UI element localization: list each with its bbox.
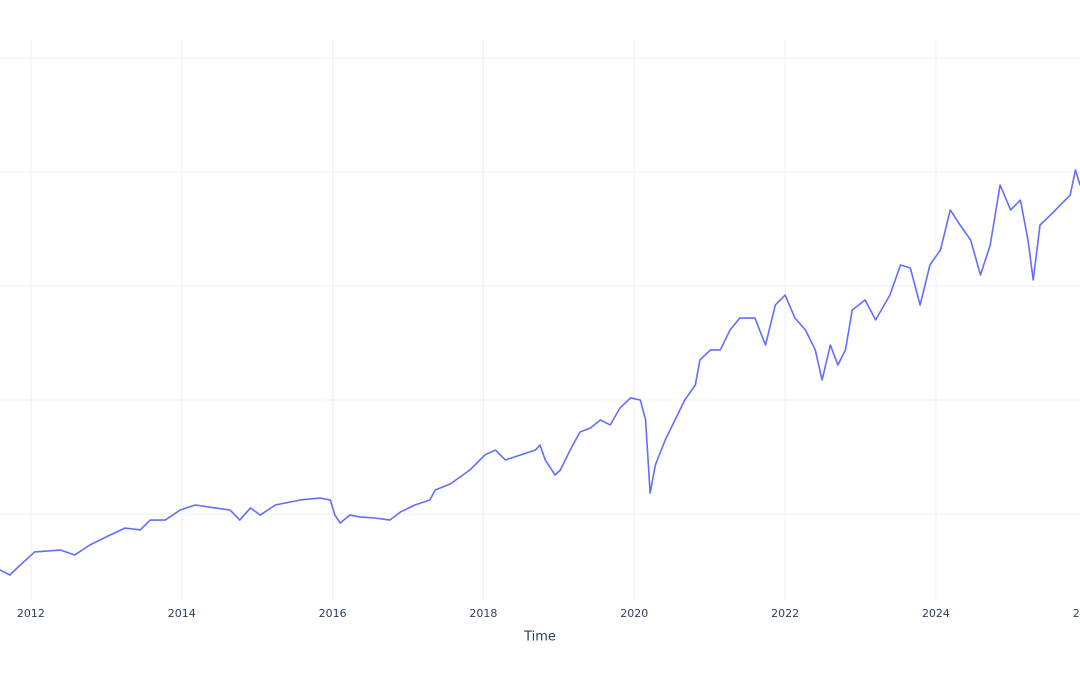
line <box>0 169 1080 576</box>
x-tick-label: 2012 <box>17 607 45 620</box>
x-tick-label: 2014 <box>168 607 196 620</box>
x-tick-label: 2022 <box>771 607 799 620</box>
x-tick-label: 2026 <box>1073 607 1080 620</box>
x-tick-label: 2020 <box>620 607 648 620</box>
x-tick-label: 2024 <box>922 607 950 620</box>
x-tick-label: 2016 <box>319 607 347 620</box>
x-axis-title: Time <box>523 630 556 645</box>
x-tick-label: 2018 <box>469 607 497 620</box>
